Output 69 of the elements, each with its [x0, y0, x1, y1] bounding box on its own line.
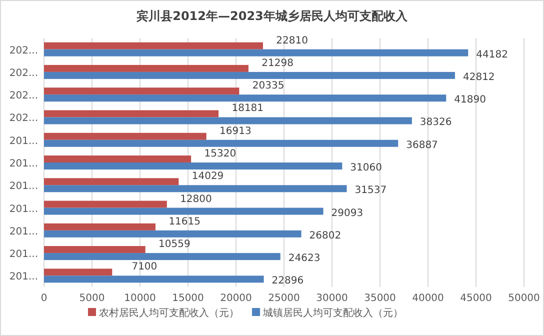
data-label: 24623: [288, 253, 320, 264]
bar: [44, 223, 156, 230]
x-tick-label: 30000: [316, 293, 348, 304]
x-tick-label: 50000: [508, 293, 540, 304]
bar: [44, 117, 412, 124]
bar: [44, 230, 302, 238]
bar: [44, 162, 342, 170]
data-label: 12800: [180, 194, 212, 205]
data-label: 31537: [354, 185, 387, 196]
y-tick-label: 201...: [9, 249, 38, 260]
data-label: 22810: [276, 35, 308, 46]
data-label: 42812: [462, 72, 495, 83]
x-tick-label: 15000: [172, 293, 204, 304]
data-label: 44182: [476, 49, 508, 60]
bar: [44, 253, 280, 260]
bar: [44, 246, 146, 254]
y-tick-label: 201...: [9, 226, 38, 238]
data-label: 11615: [168, 216, 201, 228]
y-tick-label: 201...: [9, 204, 38, 215]
bar: [44, 64, 248, 72]
x-tick-label: 20000: [220, 293, 252, 304]
x-tick-label: 25000: [268, 293, 300, 304]
y-tick-label: 201...: [9, 158, 38, 170]
bar: [44, 208, 324, 215]
data-label: 41890: [454, 94, 486, 106]
x-tick-label: 0: [40, 293, 48, 304]
data-label: 36887: [406, 140, 438, 151]
data-label: 29093: [331, 208, 364, 219]
x-tick-label: 35000: [364, 293, 396, 304]
chart-title: 宾川县2012年—2023年城乡居民人均可支配收入: [136, 9, 408, 23]
bar: [44, 88, 240, 95]
y-tick-label: 202...: [9, 113, 38, 124]
data-label: 10559: [158, 239, 190, 250]
y-tick-label: 201...: [9, 272, 38, 283]
x-tick-label: 5000: [79, 293, 105, 304]
data-label: 15320: [204, 148, 236, 160]
bar: [44, 200, 167, 208]
bar: [44, 185, 347, 192]
bar: [44, 49, 468, 56]
data-label: 31060: [350, 162, 382, 174]
data-label: 18181: [232, 103, 264, 114]
bar: [44, 140, 398, 147]
data-label: 21298: [262, 58, 294, 69]
data-label: 26802: [309, 230, 342, 242]
bar: [44, 178, 179, 186]
x-tick-label: 45000: [460, 293, 492, 304]
bar: [44, 268, 112, 276]
bar: [44, 110, 219, 118]
bar: [44, 42, 263, 50]
bar: [44, 156, 192, 162]
data-label: 16913: [220, 126, 252, 137]
data-label: 38326: [420, 117, 452, 128]
legend-label: 农村居民人均可支配收入（元）: [99, 307, 239, 319]
y-tick-label: 202...: [9, 90, 38, 102]
bar: [44, 276, 264, 283]
legend-label: 城镇居民人均可支配收入（元）: [262, 307, 403, 319]
y-tick-label: 202...: [9, 45, 38, 56]
x-tick-label: 40000: [412, 293, 444, 304]
data-label: 14029: [192, 171, 224, 182]
y-tick-label: 201...: [9, 136, 38, 147]
data-label: 7100: [132, 262, 158, 273]
data-label: 20335: [252, 80, 284, 92]
bar: [44, 94, 446, 102]
y-tick-label: 201...: [9, 181, 38, 192]
data-label: 22896: [272, 276, 304, 287]
x-tick-label: 10000: [124, 293, 156, 304]
bar: [44, 72, 455, 79]
y-tick-label: 202...: [9, 68, 38, 79]
bar: [44, 132, 206, 140]
